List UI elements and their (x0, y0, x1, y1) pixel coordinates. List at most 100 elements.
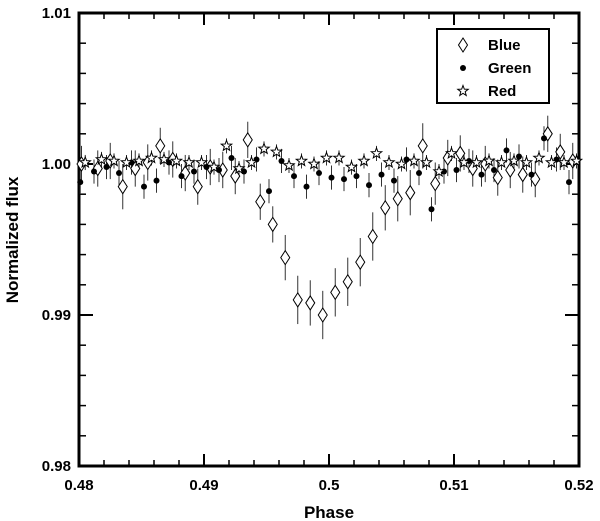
data-point-blue (367, 228, 378, 245)
data-point-red (382, 155, 396, 169)
data-point-red (419, 155, 434, 169)
legend-label-red: Red (488, 83, 516, 100)
data-point-red (494, 155, 509, 169)
data-point-green (291, 173, 297, 180)
data-point-red (507, 154, 521, 167)
x-tick-label: 0.51 (439, 477, 468, 494)
data-point-green (303, 183, 310, 190)
data-point-blue (267, 216, 278, 233)
data-point-red (532, 151, 546, 164)
tick-labels: 0.48 0.49 0.5 0.51 0.52 0.98 0.99 1.00 1.01 (42, 5, 594, 494)
data-point-red (182, 155, 196, 169)
data-point-red (569, 154, 584, 167)
data-point-green (153, 177, 160, 184)
data-point-blue (342, 273, 353, 290)
data-point-green (391, 177, 397, 184)
data-point-green (416, 170, 422, 177)
data-point-green (528, 171, 535, 178)
data-point-green (341, 176, 347, 183)
data-point-blue (292, 291, 303, 308)
data-point-blue (280, 249, 291, 266)
data-point-red (357, 154, 371, 167)
data-point-green (103, 164, 110, 171)
data-point-red (407, 154, 421, 167)
data-point-blue (405, 184, 416, 201)
data-point-red (107, 154, 121, 167)
data-point-red (319, 151, 334, 164)
data-point-red (294, 154, 309, 167)
y-tick-label: 1.00 (42, 156, 71, 173)
data-point-green (266, 188, 272, 195)
data-point-green (428, 206, 435, 213)
data-point-green (91, 168, 97, 175)
y-axis-title: Normalized flux (3, 176, 22, 303)
data-point-red (194, 155, 209, 169)
data-point-blue (317, 307, 328, 323)
data-point-green (116, 170, 122, 177)
data-point-green (203, 164, 210, 171)
data-point-red (269, 144, 284, 158)
data-point-red (119, 155, 134, 169)
data-point-red (219, 138, 234, 152)
data-point-blue (430, 175, 441, 192)
data-point-green (503, 147, 510, 154)
data-point-red (457, 155, 471, 169)
data-point-blue (230, 168, 241, 185)
data-point-red (169, 154, 184, 167)
data-point-green (328, 174, 335, 181)
data-point-green (403, 156, 410, 163)
data-point-green (278, 157, 285, 164)
data-point-green (541, 135, 547, 142)
data-point-red (157, 152, 171, 166)
legend-items (456, 37, 470, 97)
data-point-blue (305, 294, 316, 311)
data-point-blue (155, 137, 166, 154)
data-point-green (228, 154, 235, 161)
data-point-green (491, 167, 497, 174)
legend-label-blue: Blue (488, 37, 521, 54)
data-point-blue (117, 178, 128, 195)
data-point-red (544, 155, 559, 169)
data-point-red (557, 155, 571, 169)
data-point-green (566, 179, 572, 186)
data-point-green (516, 153, 522, 160)
data-point-blue (330, 284, 341, 301)
data-point-blue (380, 199, 391, 216)
data-point-red (519, 155, 534, 169)
data-point-green (366, 182, 372, 189)
data-point-red (144, 151, 159, 164)
data-point-green (353, 173, 360, 180)
data-point-green (316, 170, 322, 177)
data-point-blue (242, 131, 253, 148)
legend: Blue Green Red (436, 28, 550, 104)
data-point-red (94, 152, 109, 166)
data-point-green (191, 168, 197, 175)
data-point-blue (492, 169, 503, 186)
data-point-green (178, 173, 185, 180)
x-tick-label: 0.49 (189, 477, 218, 494)
data-point-blue (555, 143, 566, 160)
data-point-red (369, 146, 384, 160)
data-point-red (78, 155, 92, 169)
data-point-blue (505, 162, 516, 178)
legend-marker-green (460, 65, 466, 71)
data-point-red (232, 161, 246, 175)
y-tick-label: 1.01 (42, 5, 71, 22)
data-point-red (444, 146, 459, 160)
data-point-red (307, 157, 321, 170)
data-point-red (344, 160, 359, 173)
x-tick-label: 0.52 (564, 477, 593, 494)
data-point-blue (517, 166, 528, 183)
data-point-red (469, 155, 484, 169)
legend-marker-blue (457, 37, 469, 53)
data-point-blue (355, 254, 366, 271)
data-point-green (77, 179, 84, 186)
data-point-red (282, 158, 296, 172)
data-point-red (394, 157, 409, 170)
data-point-green (453, 167, 460, 174)
data-point-green (478, 171, 485, 178)
x-tick-label: 0.5 (319, 477, 340, 494)
data-point-blue (417, 137, 428, 154)
data-points (76, 115, 584, 340)
